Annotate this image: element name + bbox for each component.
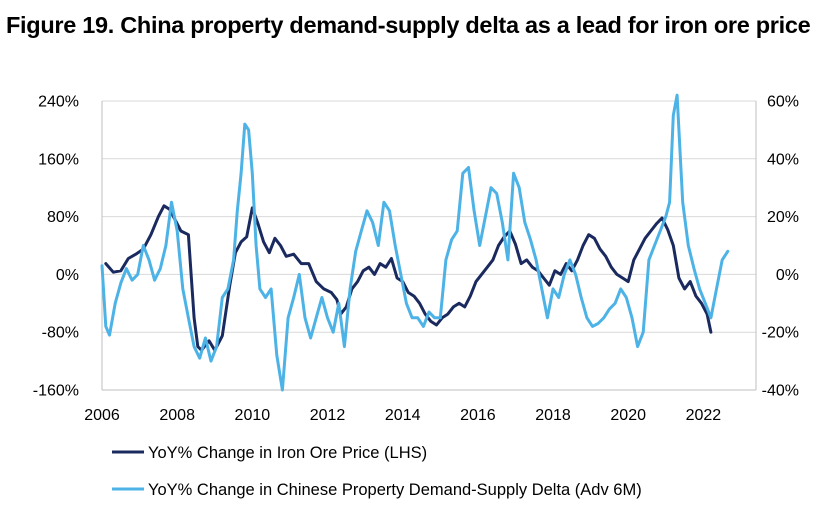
x-tick-label: 2018 <box>535 407 571 424</box>
left-tick-label: 240% <box>38 94 79 111</box>
left-axis-ticks: -160% -80% 0% 80% 160% 240% <box>33 94 79 400</box>
right-tick-label: 40% <box>767 151 799 168</box>
x-tick-label: 2020 <box>610 407 646 424</box>
legend-label-2: YoY% Change in Chinese Property Demand-S… <box>148 481 642 499</box>
left-tick-label: -160% <box>33 383 79 400</box>
left-tick-label: 0% <box>56 267 79 284</box>
gridlines <box>102 100 756 391</box>
series-line-1 <box>104 204 713 352</box>
series-lines <box>100 93 730 392</box>
right-tick-label: -20% <box>762 325 799 342</box>
x-tick-label: 2014 <box>385 407 421 424</box>
x-axis-ticks: 2006 2008 2010 2012 2014 2016 2018 2020 2022 <box>84 407 721 424</box>
x-tick-label: 2016 <box>460 407 496 424</box>
left-tick-label: 160% <box>38 151 79 168</box>
right-tick-label: -40% <box>762 383 799 400</box>
axes <box>101 101 757 391</box>
right-tick-label: 60% <box>767 94 799 111</box>
x-tick-label: 2022 <box>686 407 722 424</box>
right-tick-label: 20% <box>767 209 799 226</box>
x-tick-label: 2006 <box>84 407 120 424</box>
x-tick-label: 2010 <box>235 407 271 424</box>
left-tick-label: 80% <box>47 209 79 226</box>
legend-label-1: YoY% Change in Iron Ore Price (LHS) <box>148 444 427 462</box>
right-tick-label: 0% <box>776 267 799 284</box>
legend: YoY% Change in Iron Ore Price (LHS) YoY% … <box>112 444 642 499</box>
x-tick-label: 2008 <box>159 407 195 424</box>
x-tick-label: 2012 <box>310 407 346 424</box>
right-axis-ticks: -40% -20% 0% 20% 40% 60% <box>762 94 799 400</box>
chart-title: Figure 19. China property demand-supply … <box>6 12 811 38</box>
series-line-2 <box>100 93 730 392</box>
left-tick-label: -80% <box>42 325 79 342</box>
